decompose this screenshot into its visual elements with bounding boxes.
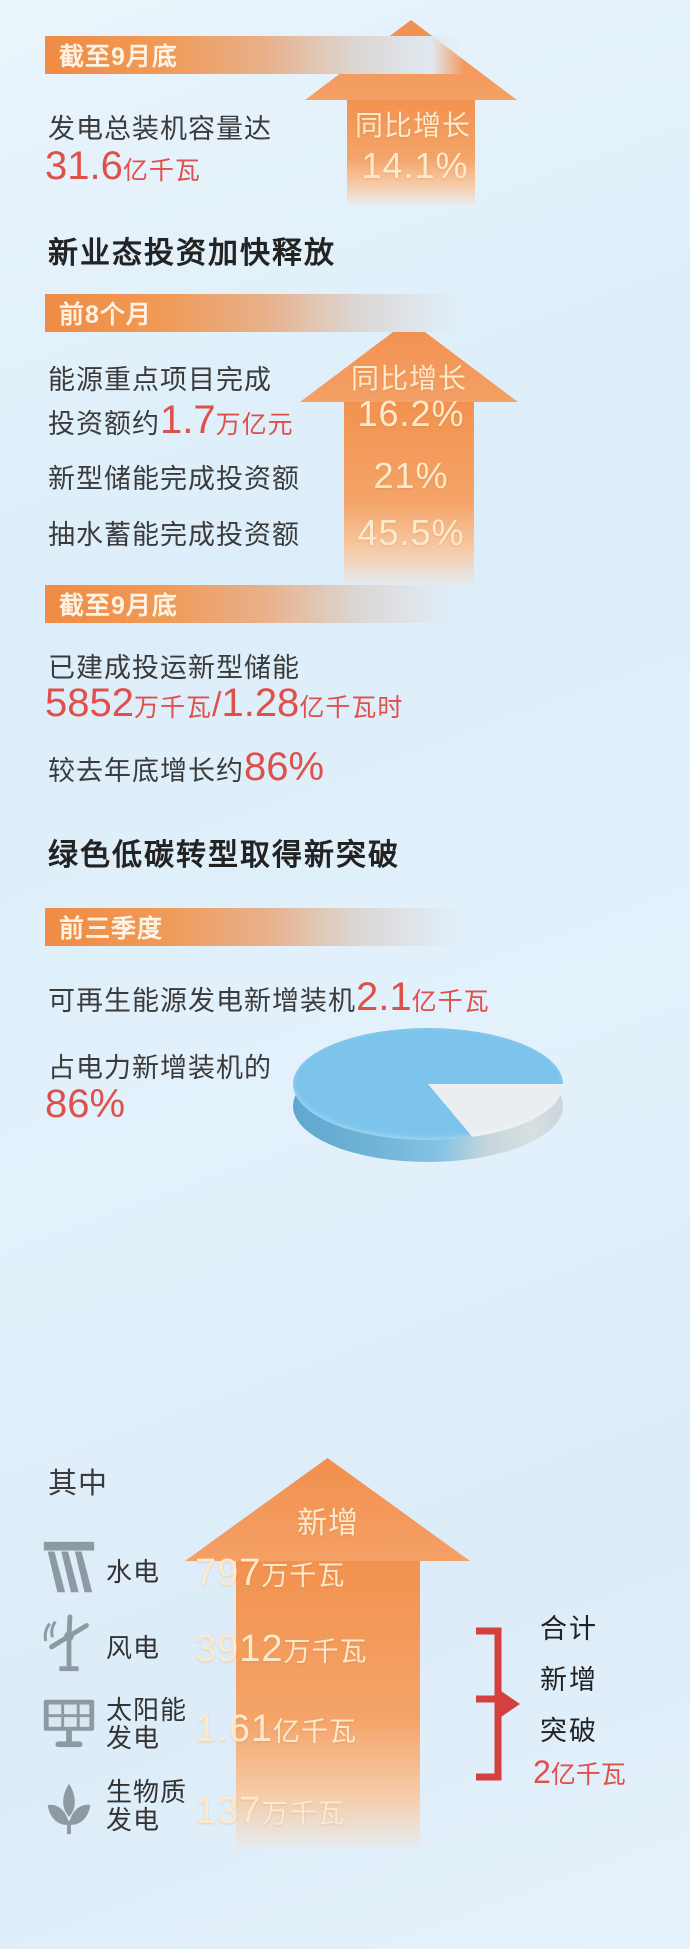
ribbon-section1: 截至9月底 (45, 36, 465, 74)
section2-line4: 抽水蓄能完成投资额 (48, 520, 300, 550)
hydro-dam-icon (43, 1541, 95, 1593)
section4-line2: 占电力新增装机的 (48, 1053, 272, 1083)
section3-unit-b: 亿千瓦时 (299, 694, 404, 722)
arrow-1-value: 14.1% (361, 145, 469, 186)
section2-line2: 投资额约1.7万亿元 (48, 398, 294, 443)
arrow-2-value-0: 16.2% (357, 393, 465, 434)
pie-chart-top (293, 1028, 563, 1140)
section4-line1-text: 可再生能源发电新增装机 (48, 986, 356, 1016)
total-value-unit: 亿千瓦 (550, 1761, 626, 1789)
source-value-hydro-unit: 万千瓦 (261, 1561, 346, 1591)
total-label-l3: 突破 (540, 1716, 598, 1746)
section4-heading: 绿色低碳转型取得新突破 (48, 839, 400, 872)
arrow-shaft (235, 1561, 420, 1848)
section3-line1: 已建成投运新型储能 (48, 653, 300, 683)
source-value-solar: 1.61亿千瓦 (195, 1708, 465, 1751)
source-label-biomass-l2: 发电 (106, 1805, 161, 1836)
section1-value-line: 31.6亿千瓦 (45, 144, 201, 189)
section2-line2-unit: 万亿元 (215, 411, 294, 439)
arrow-new-capacity-label: 新增 (297, 1507, 359, 1540)
section2-line3: 新型储能完成投资额 (48, 464, 300, 494)
source-label-solar-l2: 发电 (106, 1723, 161, 1754)
arrow-2-value-2: 45.5% (357, 512, 465, 553)
ribbon-section4: 前三季度 (45, 908, 465, 946)
solar-panel-icon (43, 1699, 95, 1748)
arrow-growth-2 (300, 320, 518, 585)
wind-turbine-icon (43, 1614, 89, 1672)
ribbon-section2-text: 前8个月 (59, 301, 152, 329)
arrow-1-label: 同比增长 (354, 110, 471, 141)
section1-value: 31.6 (45, 144, 123, 188)
section1-line1: 发电总装机容量达 (48, 114, 272, 144)
source-value-solar-unit: 亿千瓦 (272, 1717, 357, 1747)
section2-heading: 新业态投资加快释放 (48, 237, 336, 270)
total-label-l1: 合计 (540, 1614, 598, 1644)
source-label-solar-l1: 太阳能 (106, 1695, 188, 1725)
biomass-leaf-icon (47, 1783, 91, 1835)
ribbon-section3-text: 截至9月底 (59, 592, 178, 620)
source-value-wind-num: 3912 (195, 1628, 284, 1670)
pie-chart (293, 1028, 563, 1168)
source-label-solar: 太阳能 发电 (106, 1696, 187, 1752)
section1-unit: 亿千瓦 (122, 157, 201, 185)
source-value-wind: 3912万千瓦 (195, 1628, 465, 1671)
total-value-num: 2 (533, 1754, 551, 1790)
source-label-biomass: 生物质 发电 (106, 1778, 187, 1834)
source-value-hydro: 797万千瓦 (195, 1552, 460, 1595)
section3-separator: / (212, 686, 222, 724)
arrow-2-value-1: 21% (373, 455, 449, 496)
section2-line2-prefix: 投资额约 (48, 409, 160, 439)
section3-line2: 较去年底增长约86% (48, 745, 324, 790)
section4-line1-value: 2.1 (356, 975, 412, 1019)
brace-icon (476, 1627, 520, 1781)
section2-line2-value: 1.7 (160, 398, 216, 442)
section3-line2-prefix: 较去年底增长约 (48, 756, 244, 786)
section4-among-label: 其中 (48, 1468, 109, 1500)
arrow-2-label: 同比增长 (350, 363, 467, 394)
section4-line2-value: 86% (45, 1082, 126, 1126)
arrow-new-capacity (185, 1458, 470, 1848)
source-value-wind-unit: 万千瓦 (283, 1637, 368, 1667)
section4-line1-unit: 亿千瓦 (411, 988, 490, 1016)
arrow-growth-1 (305, 20, 517, 205)
section3-unit-a: 万千瓦 (133, 694, 212, 722)
section4-line1: 可再生能源发电新增装机2.1亿千瓦 (48, 975, 490, 1020)
section4-line2-value-wrap: 86% (45, 1082, 125, 1127)
section3-line2-value: 86% (244, 745, 325, 789)
source-value-biomass: 137万千瓦 (195, 1790, 465, 1833)
section3-value-line: 5852万千瓦/1.28亿千瓦时 (45, 681, 403, 726)
arrow-shaft (344, 402, 474, 585)
ribbon-section4-text: 前三季度 (59, 915, 164, 943)
source-label-wind: 风电 (106, 1633, 161, 1663)
section3-value-b: 1.28 (221, 681, 300, 725)
arrow-shaft (347, 100, 475, 205)
section2-line1: 能源重点项目完成 (48, 365, 272, 395)
source-value-hydro-num: 797 (195, 1552, 262, 1594)
source-value-biomass-num: 137 (195, 1790, 262, 1832)
section3-value-a: 5852 (45, 681, 134, 725)
ribbon-section2: 前8个月 (45, 294, 465, 332)
ribbon-section3: 截至9月底 (45, 585, 465, 623)
total-value: 2亿千瓦 (533, 1754, 626, 1791)
source-value-solar-num: 1.61 (195, 1708, 273, 1750)
source-value-biomass-unit: 万千瓦 (261, 1799, 346, 1829)
source-label-biomass-l1: 生物质 (106, 1777, 188, 1807)
ribbon-section1-text: 截至9月底 (59, 43, 178, 71)
total-label-l2: 新增 (540, 1665, 598, 1695)
source-label-hydro: 水电 (106, 1557, 161, 1587)
